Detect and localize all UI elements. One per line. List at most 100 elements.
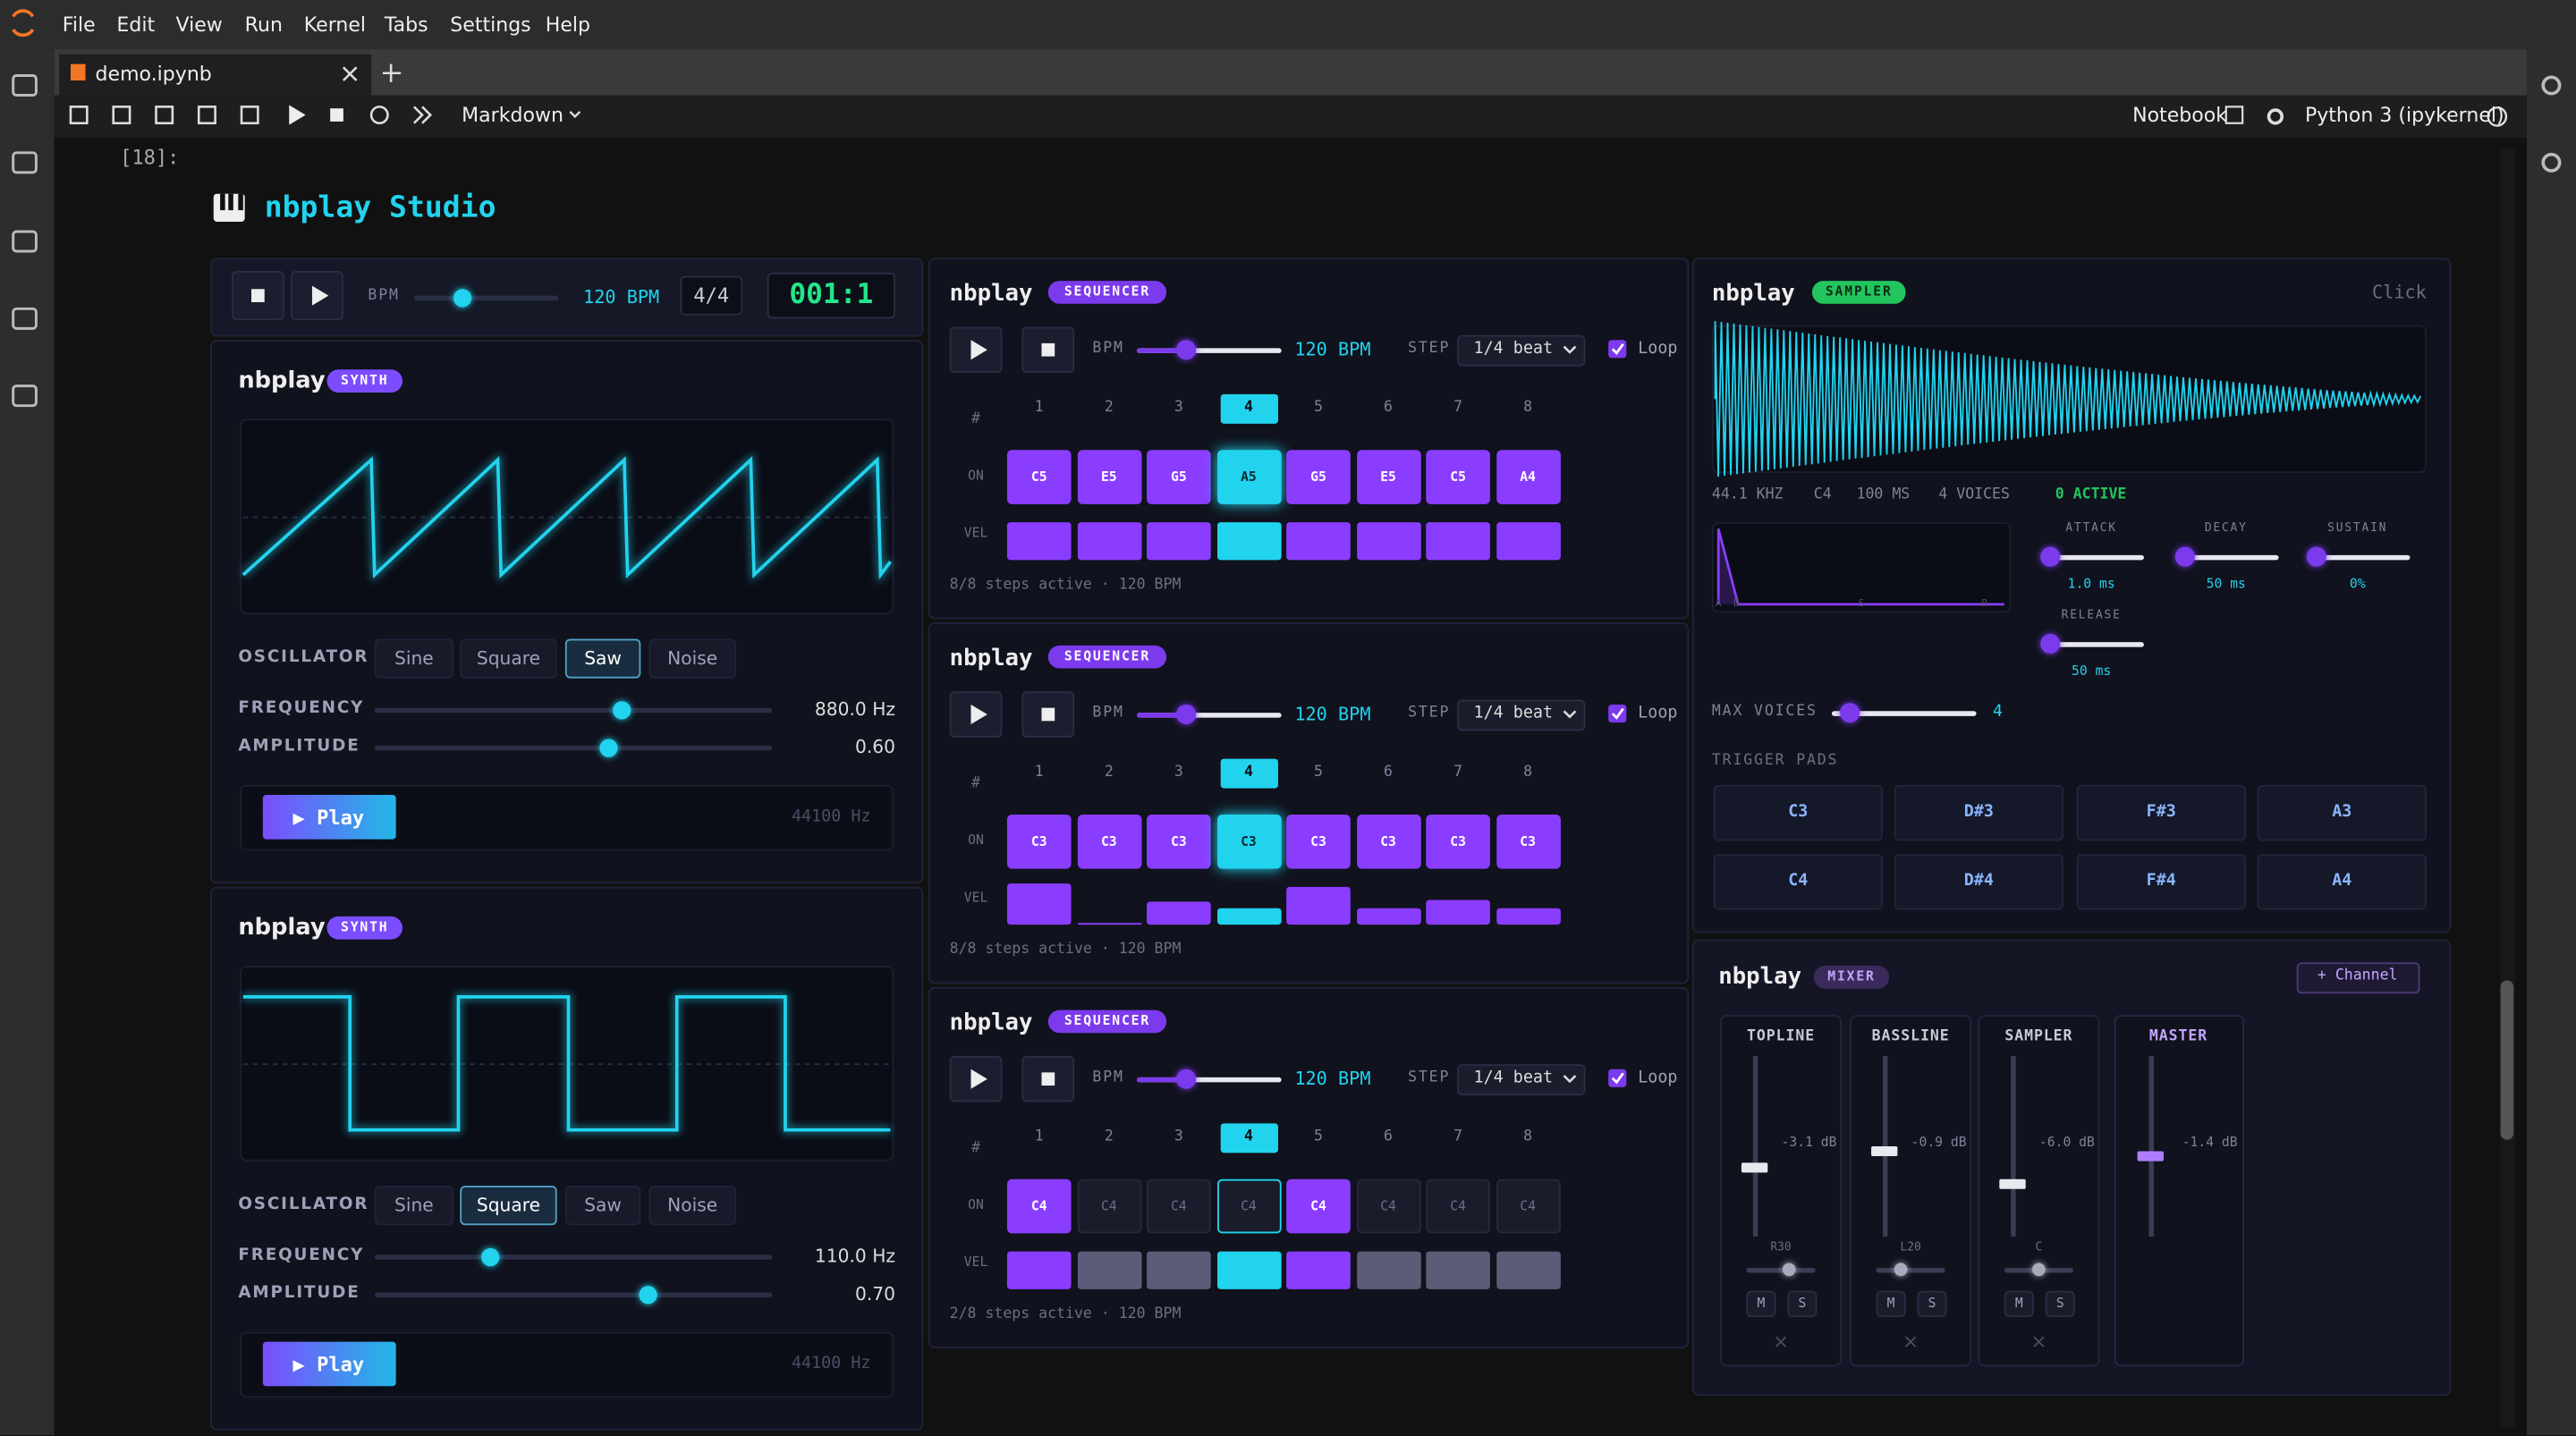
slider-track[interactable] [2316,553,2411,560]
pad-label[interactable]: D#4 [1963,872,1994,891]
menu-item[interactable]: Run [244,13,283,37]
step-cell[interactable] [1426,815,1490,869]
slider-track[interactable] [1746,1267,1816,1272]
menu-item[interactable]: Settings [450,13,531,37]
step-cell[interactable] [1006,815,1072,869]
oscillator-option[interactable]: Square [476,647,541,670]
mute-button[interactable]: M [1886,1296,1895,1311]
step-select[interactable] [1457,334,1586,367]
step-value[interactable]: 1/4 beat [1473,1069,1554,1087]
trigger-pad[interactable] [2257,784,2427,841]
slider-knob[interactable] [2032,1263,2046,1277]
velocity-bar[interactable] [1147,522,1211,561]
slider-knob[interactable] [1840,703,1860,723]
tab-title[interactable]: demo.ipynb [95,62,212,86]
oscillator-option[interactable]: Square [476,1195,541,1217]
step-cell[interactable] [1147,450,1211,504]
trigger-pad[interactable] [1894,784,2063,841]
slider-track[interactable] [374,1291,773,1297]
velocity-bar[interactable] [1426,1251,1490,1289]
oscillator-option[interactable]: Noise [667,647,718,670]
velocity-bar[interactable] [1496,522,1560,561]
velocity-bar[interactable] [1006,522,1072,561]
velocity-bar[interactable] [1356,522,1420,561]
slider-track[interactable] [1137,712,1282,717]
menu-item[interactable]: Edit [116,13,156,37]
slider-knob[interactable] [453,288,472,307]
slider-knob[interactable] [2040,633,2061,655]
velocity-bar[interactable] [1286,1251,1351,1289]
step-cell[interactable] [1147,815,1211,869]
step-cell[interactable] [1426,1178,1490,1234]
trigger-pad[interactable] [1713,784,1883,841]
step-cell[interactable] [1426,450,1490,504]
slider-track[interactable] [1137,1076,1282,1082]
velocity-bar[interactable] [1006,1251,1072,1289]
button[interactable] [564,638,641,679]
cell-type-select[interactable]: Markdown [462,103,564,127]
slider-knob[interactable] [2306,546,2326,567]
slider-knob[interactable] [1175,704,1196,725]
velocity-bar[interactable] [1496,908,1560,925]
velocity-bar[interactable] [1426,900,1490,925]
step-cell[interactable] [1286,815,1351,869]
velocity-bar[interactable] [1216,1251,1281,1289]
slider-knob[interactable] [1894,1263,1907,1277]
step-cell[interactable] [1496,815,1560,869]
pad-label[interactable]: F#4 [2146,872,2176,891]
step-select[interactable] [1457,1064,1586,1096]
slider-track[interactable] [1831,710,1977,715]
velocity-bar[interactable] [1147,1251,1211,1289]
step-cell[interactable] [1006,1178,1072,1234]
fader-thumb[interactable] [1741,1162,1768,1173]
step-cell[interactable] [1356,450,1420,504]
step-cell[interactable] [1356,815,1420,869]
slider-track[interactable] [1137,347,1282,352]
scrollbar-thumb[interactable] [2500,980,2514,1140]
velocity-bar[interactable] [1286,886,1351,925]
button[interactable] [1787,1290,1818,1318]
step-cell[interactable] [1147,1178,1211,1234]
menu-item[interactable]: Tabs [384,13,428,37]
button[interactable] [2045,1290,2075,1318]
velocity-bar[interactable] [1147,901,1211,925]
oscillator-option[interactable]: Sine [394,647,434,670]
slider-track[interactable] [413,294,559,300]
velocity-bar[interactable] [1006,883,1072,925]
slider-track[interactable] [374,744,773,750]
button[interactable] [460,1186,557,1226]
fader-thumb[interactable] [1999,1178,2026,1189]
play-button-text[interactable]: ▶ Play [292,806,365,830]
button[interactable] [2296,962,2420,994]
mute-button[interactable]: M [2014,1296,2023,1311]
button[interactable] [564,1186,641,1226]
pad-label[interactable]: A4 [2332,872,2352,891]
slider-track[interactable] [2050,641,2144,646]
step-cell[interactable] [1006,450,1072,504]
button[interactable] [374,1186,453,1226]
play-button[interactable] [262,1341,396,1387]
step-cell[interactable] [1496,450,1560,504]
menu-item[interactable]: Help [545,13,591,37]
velocity-bar[interactable] [1356,908,1420,925]
play-button[interactable] [262,794,396,840]
step-value[interactable]: 1/4 beat [1473,340,1554,359]
slider-knob[interactable] [640,1285,658,1304]
trigger-pad[interactable] [2076,854,2246,910]
slider-knob[interactable] [1175,1069,1196,1089]
trigger-pad[interactable] [2076,784,2246,841]
fader-thumb[interactable] [1871,1146,1898,1157]
notebook-link[interactable]: Notebook [2132,103,2227,127]
slider-track[interactable] [1876,1267,1945,1272]
oscillator-option[interactable]: Saw [584,1195,622,1217]
slider-knob[interactable] [2174,546,2195,567]
solo-button[interactable]: S [1928,1296,1936,1311]
step-cell[interactable] [1216,1178,1281,1234]
step-cell[interactable] [1216,450,1281,504]
trigger-pad[interactable] [1894,854,2063,910]
step-cell[interactable] [1076,1178,1141,1234]
button[interactable] [2004,1290,2034,1318]
pad-label[interactable]: C4 [1788,872,1809,891]
button[interactable] [1021,691,1075,738]
button[interactable] [648,1186,736,1226]
